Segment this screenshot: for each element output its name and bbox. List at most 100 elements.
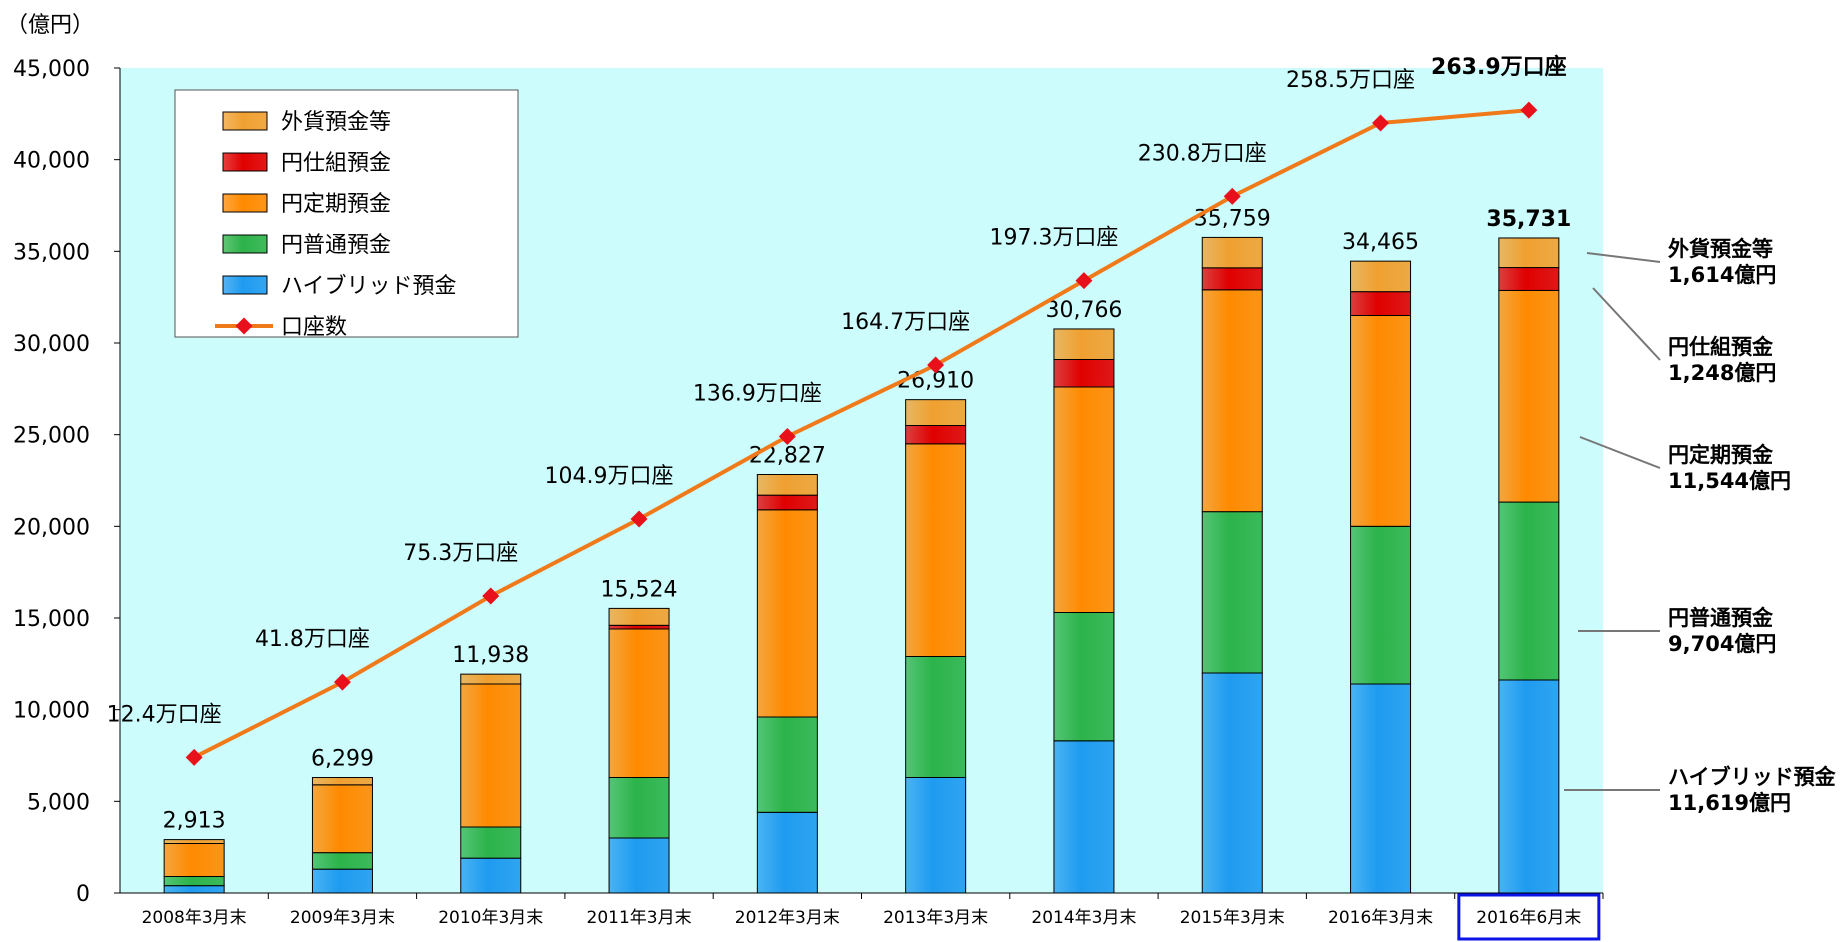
bar-segment — [1201, 672, 1263, 894]
annotation-value: 1,614億円 — [1668, 263, 1776, 287]
bar-segment — [756, 474, 818, 496]
legend-swatch — [222, 275, 268, 295]
bar-segment — [608, 837, 670, 894]
x-axis: 2008年3月末 2009年3月末 2010年3月末 2011年3月末 2012年3月末… — [120, 892, 1604, 941]
x-tick-label: 2008年3月末 — [142, 908, 247, 928]
bar-segment — [1350, 683, 1412, 894]
x-tick-label: 2016年6月末 — [1476, 908, 1581, 928]
bar-segment — [311, 868, 373, 894]
bar-segment — [905, 443, 967, 658]
account-label: 164.7万口座 — [841, 310, 970, 335]
legend-swatch — [222, 152, 268, 172]
annotation-leader — [1579, 436, 1661, 469]
y-tick-label: 40,000 — [13, 149, 90, 174]
bar-segment — [163, 843, 225, 877]
bar-segment — [311, 777, 373, 786]
bar-segment — [1350, 291, 1412, 316]
y-tick-label: 45,000 — [13, 57, 90, 82]
legend-label: ハイブリッド預金 — [281, 274, 457, 299]
bar-segment — [756, 509, 818, 718]
account-label: 41.8万口座 — [255, 627, 370, 652]
legend-swatch — [222, 234, 268, 254]
total-label: 30,766 — [1045, 298, 1122, 323]
annotation-leader — [1586, 252, 1661, 263]
bar-segment — [163, 839, 225, 844]
account-label: 136.9万口座 — [693, 382, 822, 407]
account-marker — [927, 356, 945, 374]
bar-segment — [756, 811, 818, 894]
annotation-name: 円普通預金 — [1668, 606, 1774, 630]
account-label: 75.3万口座 — [403, 541, 518, 566]
bar-segment — [460, 826, 522, 859]
bar-segment — [1498, 501, 1560, 681]
annotations: 外貨預金等1,614億円円仕組預金1,248億円円定期預金11,544億円円普通… — [1564, 237, 1837, 815]
y-tick-label: 20,000 — [13, 515, 90, 540]
bar-segment — [1201, 267, 1263, 291]
total-label: 35,731 — [1486, 207, 1571, 232]
bar-segment — [905, 777, 967, 894]
bars — [163, 236, 1560, 894]
account-line: 12.4万口座 41.8万口座 75.3万口座 104.9万口座 136.9万口座 164… — [107, 54, 1567, 766]
bar-segment — [163, 876, 225, 887]
unit-label: （億円） — [6, 13, 94, 38]
legend-marker — [235, 317, 253, 335]
legend-swatch — [222, 111, 268, 131]
account-label: 104.9万口座 — [545, 464, 674, 489]
bar-segment — [1201, 511, 1263, 674]
bar-segment — [608, 628, 670, 778]
bar-segment — [608, 777, 670, 839]
x-tick-label: 2011年3月末 — [587, 908, 692, 928]
x-tick-label: 2009年3月末 — [290, 908, 395, 928]
bar-segment — [905, 425, 967, 445]
bar-segment — [1201, 236, 1263, 269]
annotation-name: 円定期預金 — [1668, 443, 1774, 467]
total-label: 11,938 — [452, 643, 529, 668]
legend-box — [174, 89, 519, 338]
bar-segment — [905, 656, 967, 778]
highlight-box — [1457, 893, 1601, 941]
bar-segment — [311, 784, 373, 854]
legend-label: 外貨預金等 — [281, 110, 391, 135]
annotation-name: 円仕組預金 — [1668, 335, 1774, 359]
bar-segment — [1498, 237, 1560, 269]
bar-segment — [1498, 289, 1560, 503]
y-tick-label: 30,000 — [13, 332, 90, 357]
account-marker — [778, 428, 796, 445]
annotation-value: 1,248億円 — [1668, 361, 1776, 385]
bar-segment — [1053, 386, 1115, 613]
bar-segment — [756, 494, 818, 511]
bar-segment — [1053, 359, 1115, 388]
annotation-leader — [1592, 287, 1661, 361]
annotation-value: 9,704億円 — [1668, 632, 1776, 656]
bar-segment — [1350, 260, 1412, 293]
account-label: 230.8万口座 — [1138, 141, 1267, 166]
bar-segment — [1053, 740, 1115, 894]
account-marker — [185, 748, 203, 766]
bar-segment — [608, 607, 670, 626]
account-marker — [630, 510, 648, 528]
y-tick-label: 25,000 — [13, 424, 90, 449]
account-label: 12.4万口座 — [107, 702, 222, 727]
bar-segment — [756, 716, 818, 813]
annotation-value: 11,544億円 — [1668, 469, 1791, 493]
account-line-path — [193, 108, 1530, 760]
bar-segment — [1201, 289, 1263, 513]
bar-segment — [163, 885, 225, 894]
bar-segment — [1350, 315, 1412, 527]
total-label: 22,827 — [749, 444, 826, 469]
annotation-name: ハイブリッド預金 — [1668, 765, 1837, 789]
x-tick-label: 2016年3月末 — [1328, 908, 1433, 928]
account-label: 258.5万口座 — [1286, 68, 1415, 93]
account-marker — [333, 673, 351, 691]
total-labels: 2,9136,29911,93815,52422,82726,91030,766… — [163, 206, 1572, 833]
legend-label: 口座数 — [281, 315, 347, 340]
total-label: 15,524 — [601, 577, 678, 602]
bar-segment — [608, 624, 670, 630]
x-tick-label: 2013年3月末 — [883, 908, 988, 928]
account-label: 263.9万口座 — [1431, 54, 1567, 80]
x-tick-label: 2014年3月末 — [1031, 908, 1136, 928]
y-axis: 0 5,000 10,000 15,000 20,000 25,000 30,000 35,0… — [13, 57, 121, 907]
bar-segment — [460, 857, 522, 894]
bar-segment — [1498, 267, 1560, 291]
